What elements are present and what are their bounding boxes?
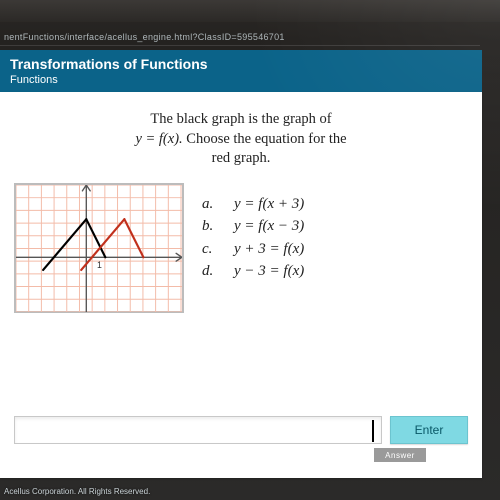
choice-letter: c. [202,238,220,261]
choice-letter: b. [202,215,220,238]
choice-equation: y + 3 = f(x) [234,238,304,261]
choice-row: a. y = f(x + 3) [202,193,304,216]
svg-text:1: 1 [97,260,102,270]
url-text: nentFunctions/interface/acellus_engine.h… [4,32,285,42]
text-cursor [372,420,374,442]
url-bar: nentFunctions/interface/acellus_engine.h… [0,28,480,46]
footer-text: Acellus Corporation. All Rights Reserved… [4,487,150,496]
question-line3: red graph. [212,150,271,166]
choices-list: a. y = f(x + 3) b. y = f(x − 3) c. y + 3 = f(… [202,183,304,283]
answer-input[interactable] [14,416,382,444]
choice-row: b. y = f(x − 3) [202,215,304,238]
choice-row: d. y − 3 = f(x) [202,260,304,283]
question-line2: Choose the equation for the [186,131,346,147]
body-row: 1 a. y = f(x + 3) b. y = f(x − 3) c. y + 3 = … [0,177,482,313]
choice-letter: a. [202,193,220,216]
graph: 1 [14,183,184,313]
footer-copyright: Acellus Corporation. All Rights Reserved… [0,487,482,496]
question-eq: y = f(x). [135,131,182,147]
choice-equation: y = f(x − 3) [234,215,304,238]
choice-row: c. y + 3 = f(x) [202,238,304,261]
choice-letter: d. [202,260,220,283]
question-text: The black graph is the graph of y = f(x)… [0,92,482,177]
app-header: Transformations of Functions Functions [0,50,482,94]
answer-tab-label: Answer [385,451,415,460]
answer-area: Enter [14,416,468,444]
choice-equation: y − 3 = f(x) [234,260,304,283]
lesson-title: Transformations of Functions [10,56,472,72]
lesson-subtitle: Functions [10,74,472,86]
graph-svg: 1 [16,185,182,312]
content-card: The black graph is the graph of y = f(x)… [0,92,482,478]
question-line1: The black graph is the graph of [150,111,331,127]
screen-reflection [0,0,500,22]
enter-button[interactable]: Enter [390,416,468,444]
answer-tab[interactable]: Answer [374,448,426,462]
enter-label: Enter [415,423,444,437]
choice-equation: y = f(x + 3) [234,193,304,216]
